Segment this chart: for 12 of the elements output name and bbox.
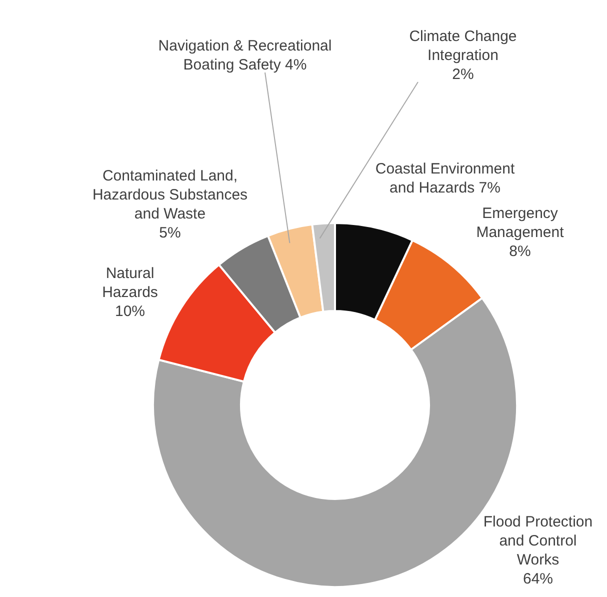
- slice-label: Natural Hazards: [102, 265, 158, 301]
- data-label: 2%: [452, 66, 474, 83]
- data-label: 8%: [509, 243, 531, 260]
- slice-label: Navigation & Recreational Boating Safety 4%: [158, 38, 332, 74]
- slice-label: Coastal Environment and Hazards 7%: [375, 160, 516, 196]
- slice-label: Climate Change Integration: [409, 28, 517, 64]
- slice-label: Flood Protection and Control Works: [483, 514, 593, 568]
- data-label: 10%: [114, 303, 146, 320]
- slice-label: Emergency Management: [476, 205, 565, 241]
- slice-label: Contaminated Land, Hazardous Substances and Waste: [92, 168, 248, 222]
- data-label: 64%: [522, 570, 554, 588]
- data-label: 5%: [159, 224, 181, 242]
